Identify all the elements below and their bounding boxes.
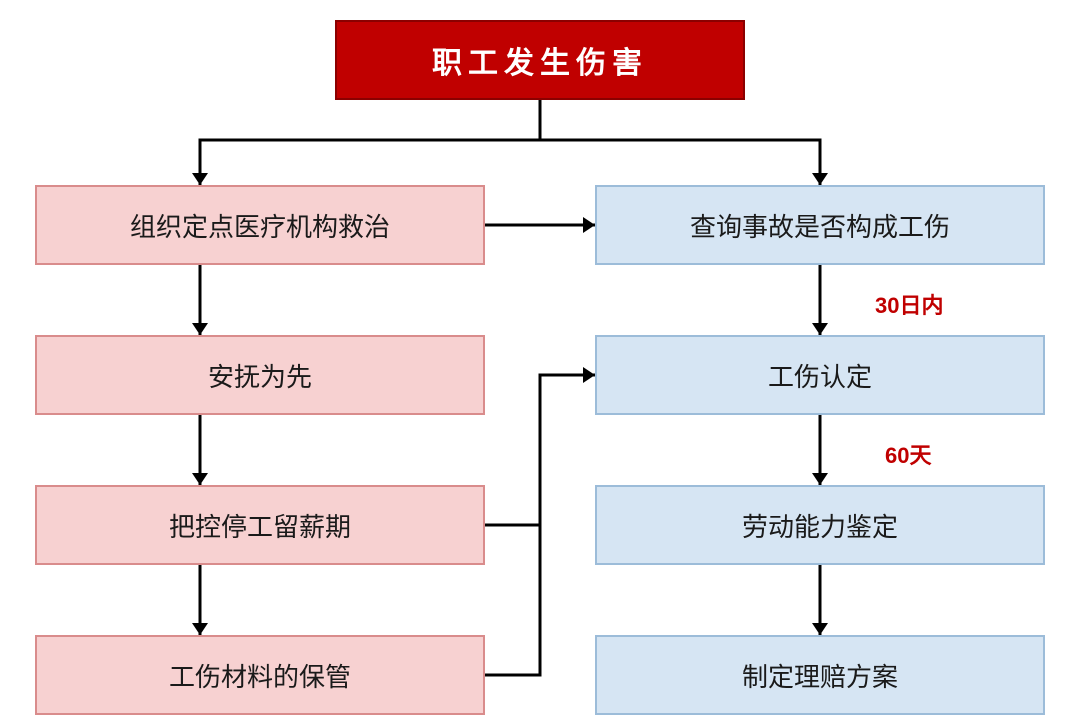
- node-right3-label: 劳动能力鉴定: [742, 507, 898, 544]
- node-left3: 把控停工留薪期: [35, 485, 485, 565]
- node-left1-label: 组织定点医疗机构救治: [130, 207, 390, 244]
- node-left2: 安抚为先: [35, 335, 485, 415]
- node-right3: 劳动能力鉴定: [595, 485, 1045, 565]
- node-right4: 制定理赔方案: [595, 635, 1045, 715]
- node-right4-label: 制定理赔方案: [742, 657, 898, 694]
- node-left4-label: 工伤材料的保管: [169, 657, 351, 694]
- node-left3-label: 把控停工留薪期: [169, 507, 351, 544]
- node-right1: 查询事故是否构成工伤: [595, 185, 1045, 265]
- flowchart-canvas: 职工发生伤害 组织定点医疗机构救治 安抚为先 把控停工留薪期 工伤材料的保管 查…: [0, 0, 1080, 727]
- node-right2-label: 工伤认定: [768, 357, 872, 394]
- edge-label-60: 60天: [885, 438, 931, 470]
- node-left2-label: 安抚为先: [208, 357, 312, 394]
- node-title: 职工发生伤害: [335, 20, 745, 100]
- edge-label-30: 30日内: [875, 288, 943, 320]
- node-title-label: 职工发生伤害: [432, 38, 648, 82]
- node-right2: 工伤认定: [595, 335, 1045, 415]
- node-right1-label: 查询事故是否构成工伤: [690, 207, 950, 244]
- node-left1: 组织定点医疗机构救治: [35, 185, 485, 265]
- node-left4: 工伤材料的保管: [35, 635, 485, 715]
